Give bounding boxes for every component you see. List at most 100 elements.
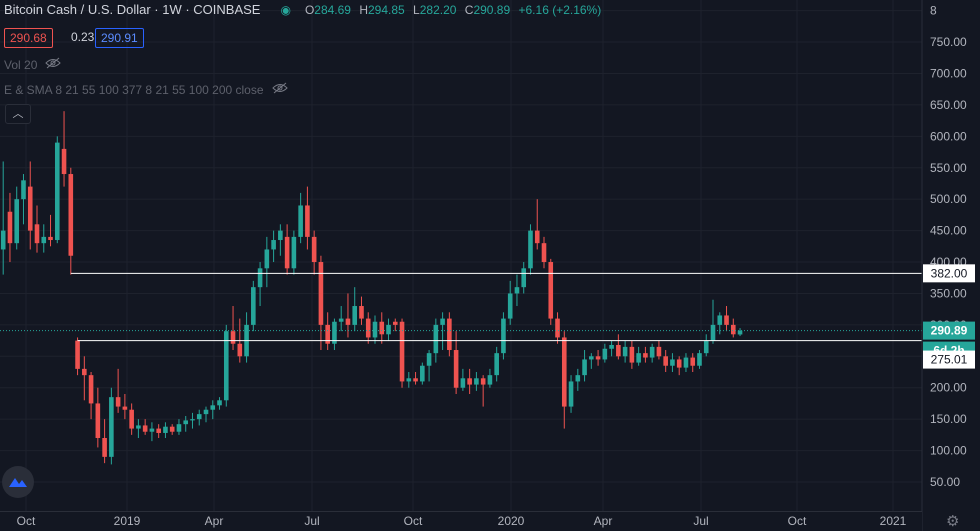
y-tick-label: 500.00 (930, 192, 967, 206)
price-label: 290.89 (931, 324, 968, 338)
candle-body (528, 230, 533, 269)
eye-off-icon[interactable] (45, 57, 62, 72)
candle-body (386, 324, 391, 335)
candle-body (568, 381, 574, 407)
symbol-title[interactable]: Bitcoin Cash / U.S. Dollar · 1W · COINBA… (4, 2, 261, 17)
y-tick-label: 450.00 (930, 224, 967, 238)
volume-indicator-label: Vol 20 (4, 57, 38, 72)
x-tick-label: 2021 (880, 514, 907, 528)
y-tick-label: 100.00 (930, 444, 967, 458)
candle-body (48, 236, 53, 241)
candle-body (494, 353, 499, 376)
horizontal-lines[interactable] (0, 272, 922, 342)
candle-body (426, 353, 432, 366)
candle-body (291, 236, 297, 269)
candle-body (210, 405, 216, 410)
candle-body (440, 318, 445, 325)
chevron-up-icon[interactable]: ︿ (5, 104, 31, 124)
gear-icon[interactable]: ⚙ (946, 513, 960, 530)
time-axis[interactable] (0, 512, 922, 531)
candle-body (129, 409, 134, 429)
candle-body (115, 397, 121, 407)
candle-body (237, 343, 243, 357)
candle-body (629, 346, 635, 363)
tradingview-logo-icon[interactable] (2, 466, 34, 498)
y-tick-label: 650.00 (930, 98, 967, 112)
candle-body (548, 262, 554, 319)
candle-body (41, 236, 47, 244)
candles (0, 111, 743, 465)
candle-body (413, 378, 418, 382)
candle-body (697, 353, 702, 366)
low-value: 282.20 (419, 2, 457, 17)
candle-body (325, 324, 330, 344)
candle-body (27, 186, 33, 231)
candle-body (730, 324, 736, 335)
candle-body (710, 324, 716, 341)
buy-button[interactable]: 290.91 (95, 28, 144, 48)
candle-body (480, 378, 486, 385)
x-tick-label: Apr (594, 514, 613, 528)
candle-body (359, 306, 364, 319)
spread-value: 0.23 (71, 30, 95, 44)
candle-body (156, 428, 161, 433)
candle-body (507, 293, 513, 319)
candle-body (278, 230, 283, 241)
candle-body (636, 353, 641, 363)
candle-body (311, 236, 317, 263)
candle-body (406, 378, 412, 382)
x-tick-label: 2019 (114, 514, 141, 528)
candle-body (61, 148, 67, 175)
y-tick-label: 700.00 (930, 66, 967, 80)
ma-indicator[interactable]: E & SMA 8 21 55 100 377 8 21 55 100 200 … (4, 82, 288, 97)
price-axis[interactable] (922, 0, 980, 512)
candle-body (271, 240, 276, 250)
y-tick-label: 50.00 (930, 475, 960, 489)
candle-body (203, 409, 209, 415)
candle-body (82, 368, 87, 376)
candle-body (21, 180, 26, 200)
candle-body (447, 318, 452, 351)
x-tick-label: Jul (304, 514, 319, 528)
market-status-icon: ◉ (280, 2, 291, 17)
candle-body (670, 359, 675, 366)
candle-body (622, 346, 628, 357)
candle-body (467, 378, 472, 385)
candle-body (88, 375, 94, 404)
grid (0, 0, 922, 511)
candle-body (453, 350, 459, 388)
candle-body (514, 287, 520, 294)
candle-body (595, 356, 601, 360)
candle-body (724, 315, 729, 325)
price-label: 382.00 (931, 266, 968, 280)
candle-body (264, 249, 270, 269)
candle-body (190, 419, 195, 421)
y-tick-label: 600.00 (930, 129, 967, 143)
candle-body (338, 318, 344, 322)
candle-body (616, 344, 621, 357)
candle-body (683, 357, 689, 368)
candle-body (223, 331, 229, 401)
candle-body (217, 400, 222, 406)
ohlc-values: O284.69 H294.85 L282.20 C290.89 +6.16 (+… (304, 2, 602, 17)
sell-button[interactable]: 290.68 (4, 28, 53, 48)
chart-legend: Bitcoin Cash / U.S. Dollar · 1W · COINBA… (4, 2, 606, 17)
candle-body (109, 397, 114, 457)
candle-body (365, 318, 371, 338)
candle-body (433, 324, 439, 354)
eye-off-icon[interactable] (271, 82, 288, 97)
candle-body (68, 174, 74, 256)
volume-indicator[interactable]: Vol 20 (4, 57, 62, 72)
candle-body (703, 340, 709, 354)
candle-body (379, 321, 385, 335)
candle-body (487, 375, 493, 385)
candle-body (582, 359, 587, 376)
price-label-box (923, 264, 975, 283)
candle-body (690, 357, 696, 366)
candle-body (676, 359, 682, 368)
x-tick-label: Jul (693, 514, 708, 528)
candle-body (420, 365, 425, 382)
x-tick-label: 2020 (498, 514, 525, 528)
